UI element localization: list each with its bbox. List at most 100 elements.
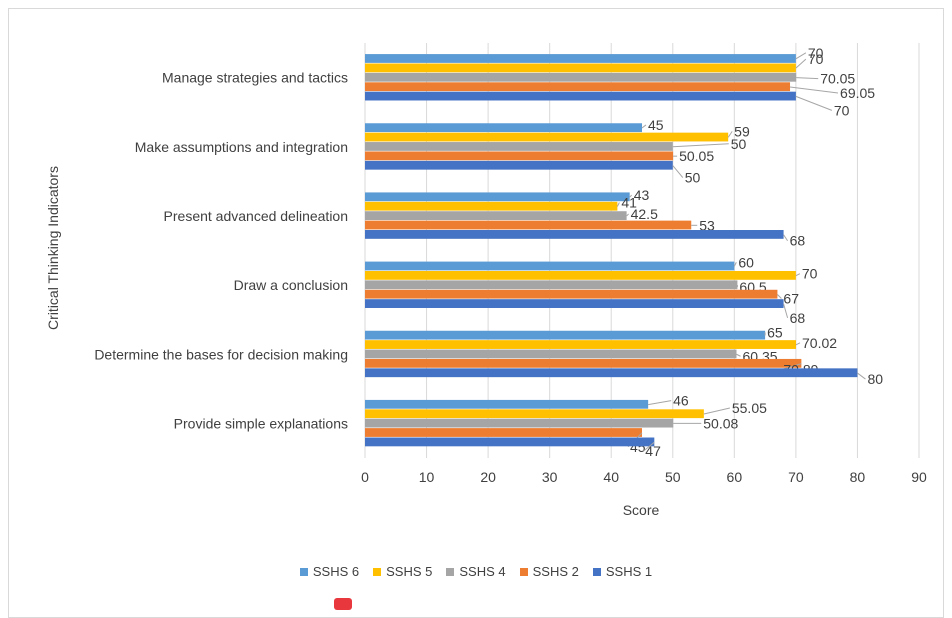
legend-label: SSHS 5 — [386, 564, 433, 579]
data-label: 70 — [834, 102, 850, 118]
bar — [365, 289, 778, 299]
leader-line — [642, 441, 655, 452]
legend-label: SSHS 1 — [605, 564, 653, 579]
data-label: 70 — [802, 266, 818, 282]
data-label: 80 — [867, 371, 883, 387]
leader-line — [795, 342, 801, 346]
bar — [365, 261, 735, 271]
bar — [365, 280, 738, 290]
bar — [365, 160, 673, 170]
data-label: 43 — [634, 187, 650, 203]
x-tick-label: 20 — [480, 469, 496, 485]
bar — [365, 368, 858, 378]
legend-item: SSHS 4 — [446, 564, 506, 579]
legend-item: SSHS 1 — [592, 564, 653, 579]
data-label: 60 — [738, 254, 754, 270]
bar — [365, 358, 802, 368]
leader-line — [648, 400, 672, 406]
bar — [365, 63, 796, 73]
leader-line — [795, 95, 833, 111]
bar — [365, 428, 642, 437]
legend-item: SSHS 5 — [373, 564, 432, 579]
bar — [365, 151, 674, 161]
bar — [365, 220, 692, 230]
legend-swatch — [373, 567, 382, 576]
bar — [365, 299, 784, 308]
legend-label: SSHS 2 — [532, 564, 579, 579]
legend-item: SSHS 2 — [519, 564, 579, 579]
leader-line — [795, 52, 807, 60]
leader-line — [795, 273, 801, 277]
data-label: 42.5 — [631, 206, 658, 222]
bar — [365, 123, 642, 133]
leader-line — [616, 202, 620, 207]
category-label: Draw a conclusion — [234, 277, 348, 293]
data-label: 65 — [767, 324, 783, 340]
data-label: 50.05 — [679, 148, 714, 164]
leader-line — [777, 294, 782, 299]
bar — [365, 399, 649, 409]
legend-swatch — [519, 567, 528, 576]
data-label: 50.08 — [703, 415, 738, 431]
x-tick-label: 60 — [727, 469, 743, 485]
x-tick-label: 30 — [542, 469, 558, 485]
legend-item: SSHS 6 — [299, 564, 360, 579]
legend-swatch — [299, 567, 308, 576]
leader-line — [736, 353, 741, 357]
bar — [365, 437, 655, 447]
data-label: 67 — [783, 290, 799, 306]
category-label: Manage strategies and tactics — [162, 70, 348, 86]
legend-label: SSHS 6 — [312, 564, 360, 579]
x-tick-label: 0 — [361, 469, 369, 485]
leader-line — [727, 131, 733, 138]
x-tick-label: 80 — [850, 469, 866, 485]
leader-line — [626, 213, 629, 217]
data-label: 70 — [808, 51, 824, 67]
data-label: 69.05 — [840, 85, 875, 101]
x-tick-label: 50 — [665, 469, 681, 485]
bar — [365, 132, 729, 142]
bar — [365, 192, 630, 202]
data-label: 50 — [731, 136, 747, 152]
leader-line — [672, 165, 684, 178]
bar — [365, 91, 796, 101]
data-label: 41 — [621, 195, 637, 211]
legend-label: SSHS 4 — [459, 564, 506, 579]
category-label: Provide simple explanations — [174, 415, 348, 431]
data-label: 46 — [673, 393, 689, 409]
data-label: 53 — [699, 217, 715, 233]
leader-line — [783, 303, 789, 319]
bar — [365, 330, 766, 340]
x-tick-label: 10 — [419, 469, 435, 485]
leader-line — [857, 372, 866, 380]
data-label: 55.05 — [732, 400, 767, 416]
x-tick-label: 40 — [603, 469, 619, 485]
data-label: 70 — [808, 45, 824, 61]
category-label: Determine the bases for decision making — [94, 346, 348, 362]
bar — [365, 340, 797, 349]
data-label: 59 — [734, 123, 750, 139]
red-marker-icon — [334, 598, 352, 610]
bar — [365, 142, 673, 151]
leader-line — [796, 77, 819, 80]
category-label: Make assumptions and integration — [135, 139, 348, 155]
data-label: 70.05 — [820, 71, 855, 87]
bar — [365, 349, 737, 359]
bar — [365, 230, 784, 239]
x-axis-title: Score — [623, 502, 660, 518]
leader-line — [629, 194, 633, 198]
data-label: 70.02 — [802, 335, 837, 351]
bar — [365, 409, 704, 419]
legend-swatch — [446, 567, 455, 576]
data-label: 68 — [790, 233, 806, 249]
leader-line — [641, 124, 647, 129]
bar — [365, 82, 791, 92]
data-label: 45 — [648, 117, 664, 133]
data-label: 50 — [685, 170, 701, 186]
x-tick-label: 90 — [911, 469, 927, 485]
leader-line — [733, 262, 737, 267]
bar — [365, 270, 796, 280]
x-tick-label: 70 — [788, 469, 804, 485]
y-axis-title: Critical Thinking Indicators — [45, 166, 61, 330]
